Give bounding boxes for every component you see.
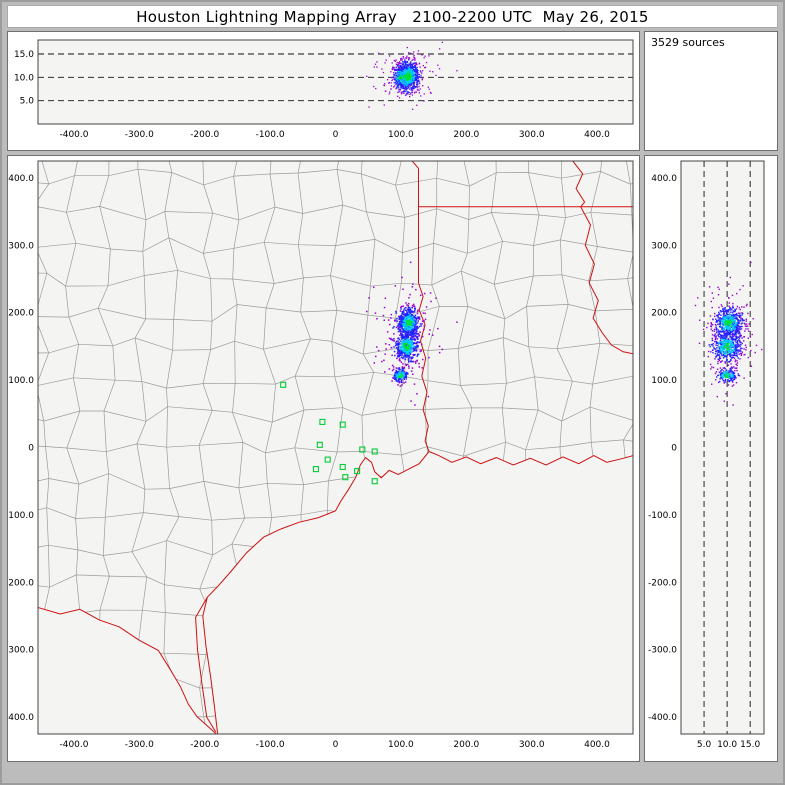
- red-river-tx-ok-border: [411, 161, 419, 169]
- mississippi-river-border: [572, 161, 633, 355]
- x-tick-label: -200.0: [190, 740, 219, 750]
- y-tick-label: -200.0: [8, 578, 34, 588]
- x-tick-label: 10.0: [717, 740, 737, 750]
- x-tick-label: 300.0: [519, 130, 545, 140]
- x-tick-label: 15.0: [740, 740, 760, 750]
- lma-station-square-icon: [316, 441, 323, 448]
- lma-station-markers: [280, 381, 378, 485]
- plot-border: [37, 39, 634, 125]
- y-tick-label: 5.0: [20, 97, 35, 107]
- y-tick-label: -300.0: [648, 646, 677, 656]
- sabine-river-tx-la-border: [418, 282, 430, 452]
- ns-altitude-content: [694, 161, 763, 734]
- lma-station-square-icon: [371, 478, 378, 485]
- x-tick-label: 0: [333, 740, 339, 750]
- y-tick-label: 300.0: [8, 241, 34, 251]
- lightning-source-points: [694, 261, 763, 406]
- altitude-vs-north-south-plot[interactable]: 5.0 10.0 15.0 400.0 300.0 200.0 100.0 0 -100.0 -2…: [645, 156, 777, 761]
- plot-area: [681, 161, 764, 734]
- x-tick-label: 0: [333, 130, 339, 140]
- lma-station-square-icon: [312, 466, 319, 473]
- panel-altitude-vs-east-west: -400.0 -300.0 -200.0 -100.0 0 100.0 200.0 300.0…: [7, 31, 640, 151]
- y-tick-label: 15.0: [14, 50, 34, 60]
- lma-station-square-icon: [339, 463, 346, 471]
- x-tick-label: 400.0: [584, 130, 610, 140]
- x-tick-label: 200.0: [453, 130, 479, 140]
- x-tick-label: 400.0: [584, 740, 610, 750]
- rio-grande-tx-mexico-border: [38, 606, 218, 734]
- plot-area: [38, 40, 633, 124]
- source-count-label: 3529 sources: [651, 36, 725, 49]
- plot-border: [37, 160, 634, 735]
- x-tick-label: -200.0: [190, 130, 219, 140]
- lma-station-square-icon: [339, 421, 346, 428]
- y-tick-label: 0: [671, 444, 677, 454]
- lma-station-square-icon: [371, 448, 378, 455]
- y-tick-label: 200.0: [8, 309, 34, 319]
- y-tick-label: 0: [28, 444, 34, 454]
- y-tick-label: 100.0: [8, 376, 34, 386]
- figure-title: Houston Lightning Mapping Array 2100-220…: [7, 5, 778, 28]
- y-tick-label: 400.0: [651, 174, 677, 184]
- x-tick-label: 200.0: [453, 740, 479, 750]
- gulf-coastline: [202, 450, 633, 734]
- x-tick-label: -100.0: [256, 740, 285, 750]
- lma-station-square-icon: [319, 418, 326, 425]
- lma-station-square-icon: [324, 456, 331, 463]
- panel-plan-view-map: -400.0 -300.0 -200.0 -100.0 0 100.0 200.0 300.0…: [7, 155, 640, 762]
- x-tick-label: 100.0: [388, 740, 414, 750]
- x-tick-label: -100.0: [256, 130, 285, 140]
- lma-station-square-icon: [280, 381, 287, 388]
- y-tick-label: -100.0: [8, 511, 34, 521]
- x-tick-label: 100.0: [388, 130, 414, 140]
- y-tick-label: 300.0: [651, 241, 677, 251]
- state-borders-and-coastline: [38, 161, 633, 734]
- y-tick-label: 10.0: [14, 73, 34, 83]
- ew-altitude-content: [38, 41, 633, 110]
- panel-source-count: 3529 sources: [644, 31, 778, 151]
- x-tick-label: -400.0: [59, 130, 88, 140]
- y-tick-label: -400.0: [648, 713, 677, 723]
- lma-station-square-icon: [359, 446, 366, 453]
- lightning-source-points: [366, 41, 458, 110]
- x-tick-label: -400.0: [59, 740, 88, 750]
- plot-border: [680, 160, 765, 735]
- x-tick-label: -300.0: [125, 740, 154, 750]
- y-tick-label: 400.0: [8, 174, 34, 184]
- y-tick-label: 200.0: [651, 309, 677, 319]
- altitude-vs-east-west-plot[interactable]: -400.0 -300.0 -200.0 -100.0 0 100.0 200.0 300.0…: [8, 32, 639, 150]
- laguna-madre-shore: [195, 596, 217, 733]
- lightning-source-points: [366, 261, 458, 406]
- y-tick-label: 100.0: [651, 376, 677, 386]
- y-tick-label: -400.0: [8, 713, 34, 723]
- y-tick-label: -100.0: [648, 511, 677, 521]
- y-tick-label: -300.0: [8, 646, 34, 656]
- plan-view-map-plot[interactable]: -400.0 -300.0 -200.0 -100.0 0 100.0 200.0 300.0…: [8, 156, 639, 761]
- lma-station-square-icon: [354, 468, 361, 475]
- x-tick-label: -300.0: [125, 130, 154, 140]
- y-tick-label: -200.0: [648, 578, 677, 588]
- lma-station-square-icon: [342, 474, 349, 481]
- x-tick-label: 5.0: [697, 740, 712, 750]
- panel-altitude-vs-north-south: 5.0 10.0 15.0 400.0 300.0 200.0 100.0 0 -100.0 -2…: [644, 155, 778, 762]
- x-tick-label: 300.0: [519, 740, 545, 750]
